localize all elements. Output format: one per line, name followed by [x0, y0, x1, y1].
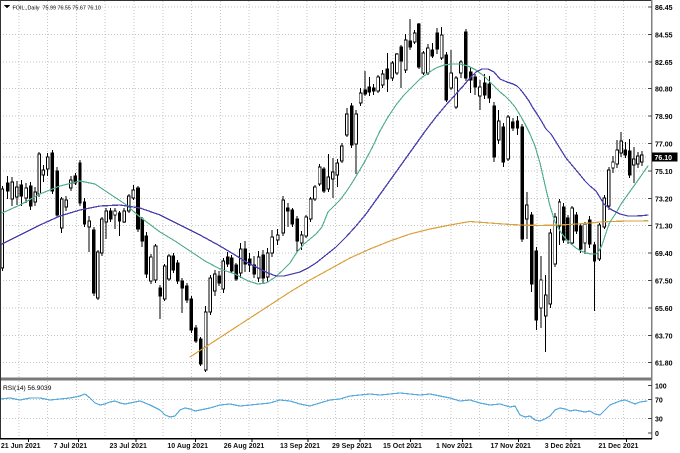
svg-text:3 Dec 2021: 3 Dec 2021 [545, 443, 581, 450]
svg-text:76.10: 76.10 [655, 155, 673, 162]
svg-text:21 Jun 2021: 21 Jun 2021 [1, 443, 41, 450]
svg-text:RSI(14) 56.9039: RSI(14) 56.9039 [3, 385, 52, 392]
svg-text:77.00: 77.00 [655, 142, 673, 149]
svg-text:70: 70 [655, 397, 663, 404]
svg-text:26 Aug 2021: 26 Aug 2021 [224, 443, 265, 450]
svg-text:13 Sep 2021: 13 Sep 2021 [280, 443, 320, 450]
svg-text:0: 0 [655, 431, 659, 438]
svg-text:1 Nov 2021: 1 Nov 2021 [436, 443, 473, 450]
svg-text:71.30: 71.30 [655, 224, 673, 231]
svg-text:7 Jul 2021: 7 Jul 2021 [54, 443, 88, 450]
svg-text:86.45: 86.45 [655, 5, 673, 12]
svg-text:75.10: 75.10 [655, 169, 673, 176]
svg-text:FOIL.,Daily 75.99 76.55 75.67: FOIL.,Daily 75.99 76.55 75.67 76.10 [13, 6, 101, 12]
svg-text:21 Dec 2021: 21 Dec 2021 [598, 443, 638, 450]
svg-text:15 Oct 2021: 15 Oct 2021 [383, 443, 422, 450]
svg-text:84.55: 84.55 [655, 33, 673, 40]
svg-text:73.20: 73.20 [655, 196, 673, 203]
svg-text:10 Aug 2021: 10 Aug 2021 [167, 443, 208, 450]
svg-text:67.50: 67.50 [655, 279, 673, 286]
svg-text:100: 100 [655, 383, 667, 390]
svg-text:63.70: 63.70 [655, 333, 673, 340]
svg-text:61.80: 61.80 [655, 361, 673, 368]
svg-text:30: 30 [655, 417, 663, 424]
svg-text:23 Jul 2021: 23 Jul 2021 [110, 443, 147, 450]
svg-text:78.90: 78.90 [655, 114, 673, 121]
svg-text:80.80: 80.80 [655, 87, 673, 94]
svg-text:65.60: 65.60 [655, 306, 673, 313]
svg-text:17 Nov 2021: 17 Nov 2021 [490, 443, 531, 450]
svg-text:29 Sep 2021: 29 Sep 2021 [332, 443, 372, 450]
svg-text:82.65: 82.65 [655, 60, 673, 67]
svg-text:69.40: 69.40 [655, 251, 673, 258]
